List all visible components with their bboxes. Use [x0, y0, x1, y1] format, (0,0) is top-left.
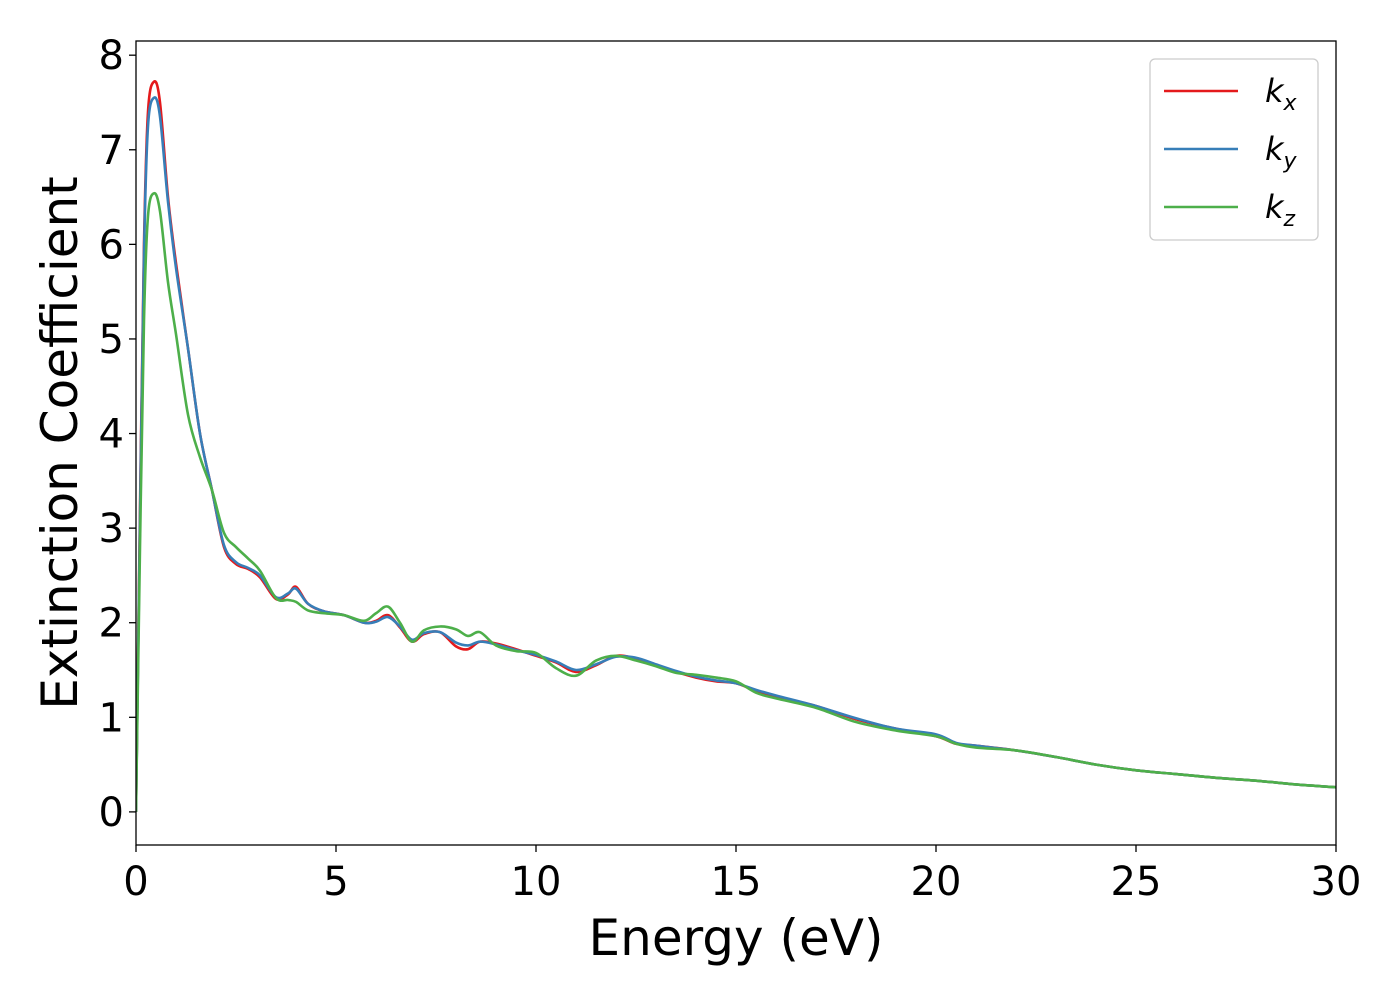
- legend-label-y: ky: [1265, 130, 1298, 174]
- y-tick-label: 1: [99, 695, 124, 741]
- axes: 0 5 10 15 20 25 30 0 1 2 3 4 5 6 7 8: [99, 33, 1362, 905]
- y-tick-label: 7: [99, 128, 124, 174]
- y-tick-label: 4: [99, 412, 124, 458]
- y-tick-label: 8: [99, 33, 124, 79]
- y-tick-label: 0: [99, 790, 124, 836]
- x-tick-label: 25: [1111, 859, 1162, 905]
- y-tick-label: 5: [99, 317, 124, 363]
- legend-label-x: kx: [1265, 72, 1298, 116]
- x-tick-label: 30: [1311, 859, 1362, 905]
- x-tick-label: 10: [511, 859, 562, 905]
- y-tick-label: 6: [99, 222, 124, 268]
- x-axis-label: Energy (eV): [589, 909, 884, 967]
- series-line-z: [136, 191, 1336, 812]
- x-tick-label: 5: [323, 859, 348, 905]
- plot-area: [136, 80, 1336, 812]
- legend-label-z: kz: [1265, 188, 1296, 232]
- y-tick-label: 3: [99, 506, 124, 552]
- y-tick-label: 2: [99, 601, 124, 647]
- y-axis-label: Extinction Coefficient: [31, 176, 89, 710]
- x-tick-label: 0: [123, 859, 148, 905]
- x-tick-label: 20: [911, 859, 962, 905]
- x-tick-label: 15: [711, 859, 762, 905]
- legend: kx ky kz: [1149, 58, 1319, 241]
